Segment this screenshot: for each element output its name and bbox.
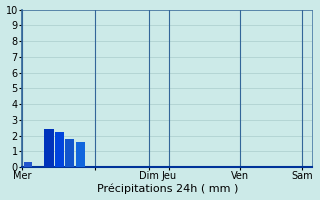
Bar — [55, 132, 64, 167]
Bar — [24, 162, 32, 167]
X-axis label: Précipitations 24h ( mm ): Précipitations 24h ( mm ) — [97, 184, 238, 194]
Bar — [76, 142, 85, 167]
Bar — [44, 129, 53, 167]
Bar — [65, 139, 74, 167]
